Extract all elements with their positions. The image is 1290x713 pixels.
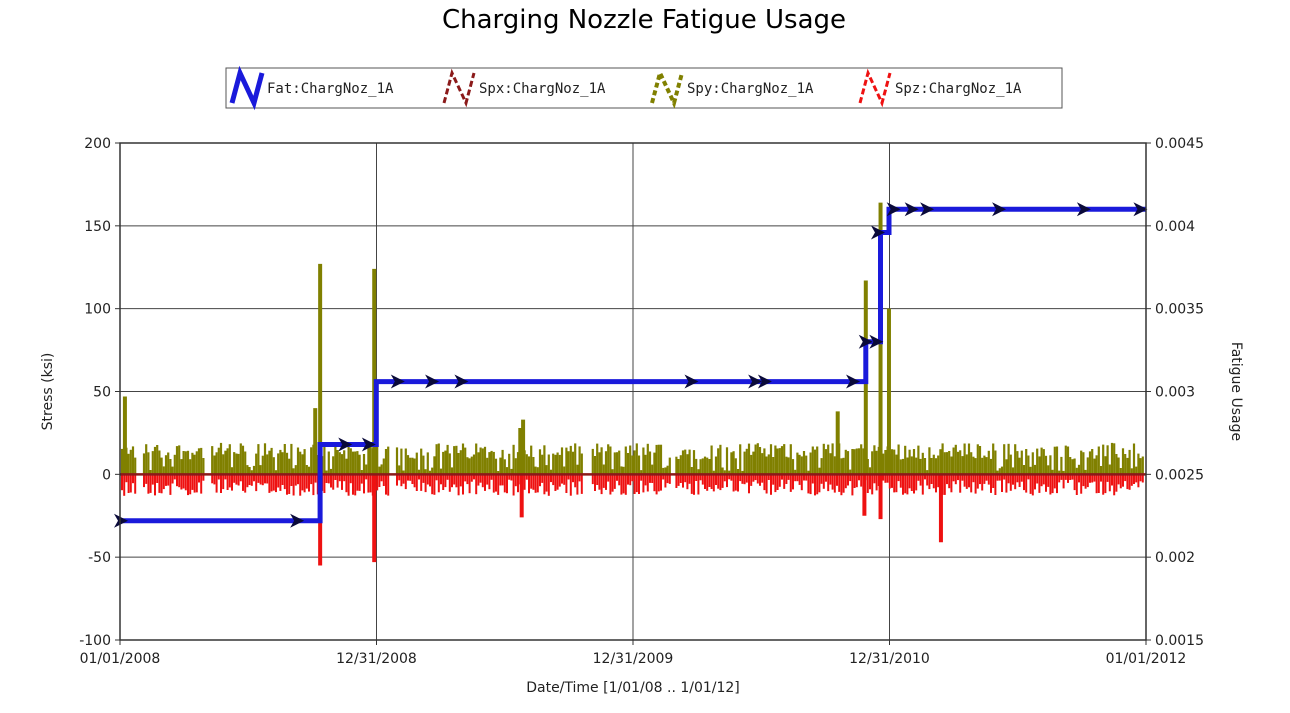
legend-swatch [229,65,265,111]
y-tick-label-left: 200 [84,136,111,152]
fat-arrow-marker [869,334,884,349]
legend-item: Fat:ChargNoz_1A [229,65,394,111]
chart-title: Charging Nozzle Fatigue Usage [442,5,846,35]
fat-line [120,206,1146,524]
fat-arrow-marker [748,374,763,389]
fat-arrow-marker [1133,202,1148,217]
fat-arrow-marker [920,202,935,217]
y-tick-label-left: 100 [84,302,111,318]
legend-item: Spy:ChargNoz_1A [650,67,814,109]
y-tick-label-right: 0.003 [1155,385,1195,401]
y-tick-label-right: 0.0045 [1155,136,1204,152]
grid-lines [119,142,1147,641]
legend: Fat:ChargNoz_1A Spx:ChargNoz_1A Spy:ChargN… [225,65,1063,111]
y-tick-label-left: 150 [84,219,111,235]
legend-box [225,67,1063,109]
legend-swatch [442,68,476,108]
fat-arrow-marker [425,374,440,389]
x-tick-label: 12/31/2008 [336,651,417,667]
tick-labels: 200 150 100 50 0 -50 -100 0.0045 0.004 0.0035 0.00… [79,136,1204,667]
y-tick-label-right: 0.004 [1155,219,1195,235]
fat-arrow-marker [114,513,129,528]
legend-label: Spz:ChargNoz_1A [895,81,1022,97]
fat-arrow-marker [886,202,901,217]
fat-arrow-marker [361,437,376,452]
y-tick-label-left: 50 [93,385,111,401]
legend-label: Spx:ChargNoz_1A [479,81,606,97]
fat-arrow-marker [846,374,861,389]
fat-arrow-marker [684,374,699,389]
series-spz [121,474,1144,566]
y-tick-label-right: 0.0025 [1155,467,1204,483]
y-tick-label-right: 0.002 [1155,550,1195,566]
x-tick-label: 01/01/2008 [80,651,161,667]
x-tick-label: 12/31/2009 [593,651,674,667]
fat-arrow-marker [390,374,405,389]
fat-arrow-marker [904,202,919,217]
y-tick-label-right: 0.0035 [1155,302,1204,318]
fat-arrow-marker [454,374,469,389]
fat-arrow-marker [992,202,1007,217]
y-tick-label-left: 0 [102,467,111,483]
x-tick-label: 12/31/2010 [849,651,930,667]
legend-label: Fat:ChargNoz_1A [267,81,394,97]
fat-arrow-marker [338,437,353,452]
legend-label: Spy:ChargNoz_1A [687,81,814,97]
legend-item: Spz:ChargNoz_1A [858,68,1022,108]
y-tick-label-right: 0.0015 [1155,633,1204,649]
fat-arrow-marker [858,334,873,349]
y-tick-label-left: -100 [79,633,111,649]
y-axis-label-right: Fatigue Usage [1228,342,1244,441]
fat-arrow-marker [290,513,305,528]
series-spy [120,202,1144,475]
y-tick-label-left: -50 [88,550,111,566]
y-axis-label-left: Stress (ksi) [40,353,56,431]
fat-arrow-marker [870,225,885,240]
fat-arrow-marker [757,374,772,389]
x-axis-label: Date/Time [1/01/08 .. 1/01/12] [526,680,740,696]
series-fat [114,202,1148,528]
fat-arrow-marker [1076,202,1091,217]
legend-swatch [858,68,892,108]
legend-item: Spx:ChargNoz_1A [442,68,606,108]
series-layer [114,202,1148,566]
x-tick-label: 01/01/2012 [1106,651,1187,667]
